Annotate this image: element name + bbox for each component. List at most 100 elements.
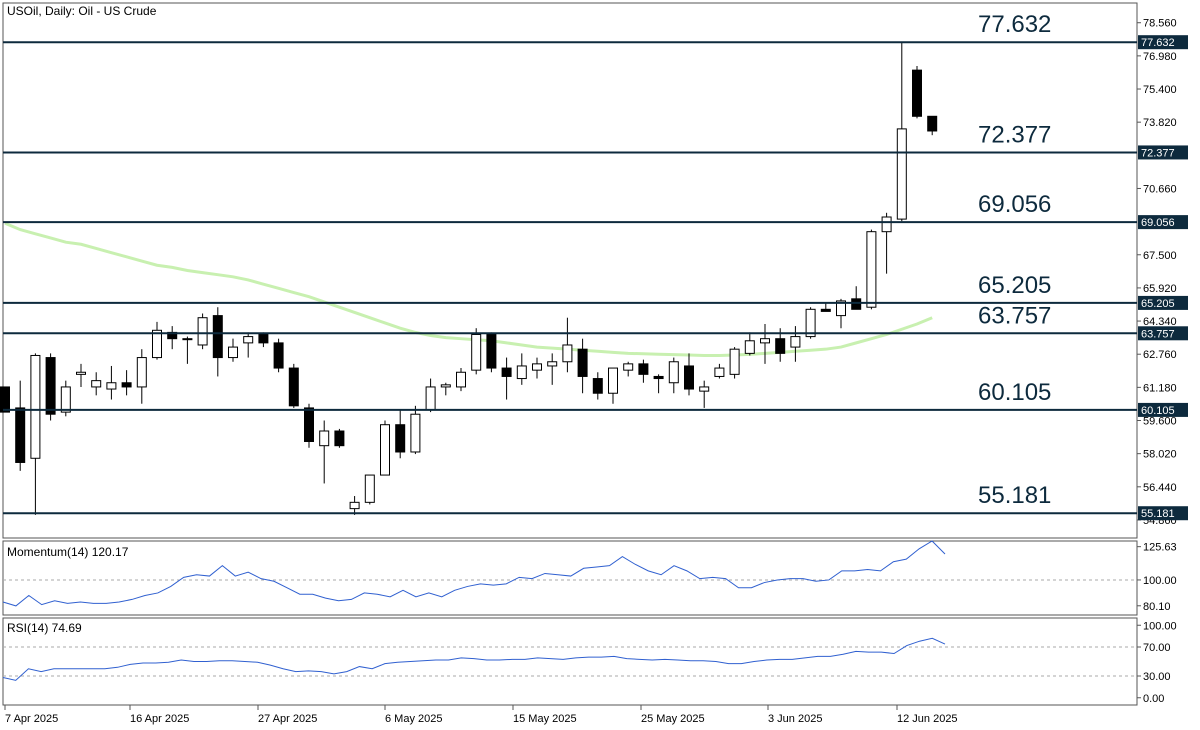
candle-body xyxy=(212,315,223,359)
candle xyxy=(106,365,117,400)
y-tick-label: 75.400 xyxy=(1143,84,1177,96)
candle-body xyxy=(0,386,10,413)
candle-body xyxy=(912,69,922,117)
candle-body xyxy=(456,371,466,388)
candle xyxy=(395,410,406,459)
candle xyxy=(577,338,588,394)
candle xyxy=(410,405,421,455)
level-price-text: 72.377 xyxy=(1141,147,1175,159)
x-axis: 7 Apr 2025 16 Apr 2025 27 Apr 2025 6 May 20… xyxy=(4,705,958,725)
y-tick-label: 64.340 xyxy=(1143,316,1177,328)
candle xyxy=(76,363,86,387)
candle-body xyxy=(699,386,710,392)
chart-title: USOil, Daily: Oil - US Crude xyxy=(7,4,157,18)
candle xyxy=(319,420,330,484)
level-price-box xyxy=(1138,215,1188,230)
candle xyxy=(456,368,466,392)
candle xyxy=(592,372,603,400)
momentum-tick-label: 100.00 xyxy=(1143,575,1177,587)
x-tick-label: 3 Jun 2025 xyxy=(768,713,822,725)
candle xyxy=(608,367,618,404)
candle-body xyxy=(714,367,725,377)
level-label: 60.105 xyxy=(978,379,1051,406)
candle xyxy=(15,380,26,471)
candle-body xyxy=(304,407,314,442)
level-price-text: 77.632 xyxy=(1141,37,1175,49)
candle-body xyxy=(273,342,284,369)
level-label: 63.757 xyxy=(978,302,1051,329)
candle xyxy=(912,65,922,119)
y-tick-label: 61.180 xyxy=(1143,382,1177,394)
level-label: 69.056 xyxy=(978,191,1051,218)
level-price-box xyxy=(1138,295,1188,310)
y-tick-label: 65.920 xyxy=(1143,283,1177,295)
candle xyxy=(623,361,634,377)
candle-body xyxy=(228,346,238,359)
candle xyxy=(516,353,527,385)
candle xyxy=(668,357,679,394)
candle-body xyxy=(896,128,907,220)
candle-body xyxy=(395,424,406,453)
candle-body xyxy=(805,308,816,338)
momentum-indicator: 125.63 100.00 80.10 xyxy=(2,540,1177,613)
candle xyxy=(501,357,512,400)
ma-line xyxy=(4,221,933,357)
candle xyxy=(243,332,254,358)
candle-body xyxy=(851,298,862,310)
candle-body xyxy=(668,361,679,384)
candle-body xyxy=(927,115,938,132)
momentum-pane-frame xyxy=(2,540,1138,616)
candle xyxy=(380,420,390,476)
candle-body xyxy=(501,367,512,377)
candle-body xyxy=(516,365,527,380)
price-levels: 77.632 77.632 72.377 72.377 69.056 69.056 65.2… xyxy=(3,11,1188,521)
level-price-box xyxy=(1138,402,1188,417)
candle-body xyxy=(729,348,740,375)
candle xyxy=(851,286,862,310)
candle-body xyxy=(471,333,482,371)
candle-body xyxy=(881,216,892,233)
candle-body xyxy=(152,329,162,359)
candle-body xyxy=(486,333,497,369)
candle-body xyxy=(30,354,41,459)
candle-body xyxy=(121,382,132,388)
candle-body xyxy=(60,386,71,413)
candle xyxy=(288,363,299,408)
y-tick-label: 78.560 xyxy=(1143,18,1177,30)
candle-body xyxy=(866,231,877,308)
rsi-line xyxy=(2,637,946,681)
level-label: 77.632 xyxy=(978,11,1051,38)
y-tick-label: 70.660 xyxy=(1143,183,1177,195)
candle-body xyxy=(562,344,573,363)
level-price-box xyxy=(1138,326,1188,341)
candle-body xyxy=(410,413,421,453)
level-label: 65.205 xyxy=(978,272,1051,299)
y-tick-label: 67.500 xyxy=(1143,250,1177,262)
momentum-tick-label: 125.63 xyxy=(1143,542,1177,554)
candle xyxy=(364,474,375,505)
candle-body xyxy=(577,348,588,377)
x-tick-label: 15 May 2025 xyxy=(513,713,577,725)
candle-body xyxy=(182,338,193,341)
candle xyxy=(349,496,360,515)
y-tick-label: 76.980 xyxy=(1143,51,1177,63)
candle xyxy=(440,382,451,396)
level-price-text: 65.205 xyxy=(1141,298,1175,310)
level-label: 55.181 xyxy=(978,482,1051,509)
candle xyxy=(744,332,755,356)
moving-average xyxy=(4,221,933,357)
candle xyxy=(729,347,740,379)
candle-body xyxy=(623,363,634,371)
x-tick-label: 6 May 2025 xyxy=(385,713,442,725)
x-tick-label: 12 Jun 2025 xyxy=(897,713,958,725)
candle xyxy=(927,115,938,136)
candle xyxy=(425,378,436,413)
rsi-tick-label: 30.00 xyxy=(1143,671,1171,683)
candle xyxy=(228,338,238,362)
level-price-text: 55.181 xyxy=(1141,508,1175,520)
candle xyxy=(258,332,269,348)
candle-body xyxy=(258,333,269,344)
candle-body xyxy=(684,365,694,390)
candle xyxy=(182,336,193,364)
